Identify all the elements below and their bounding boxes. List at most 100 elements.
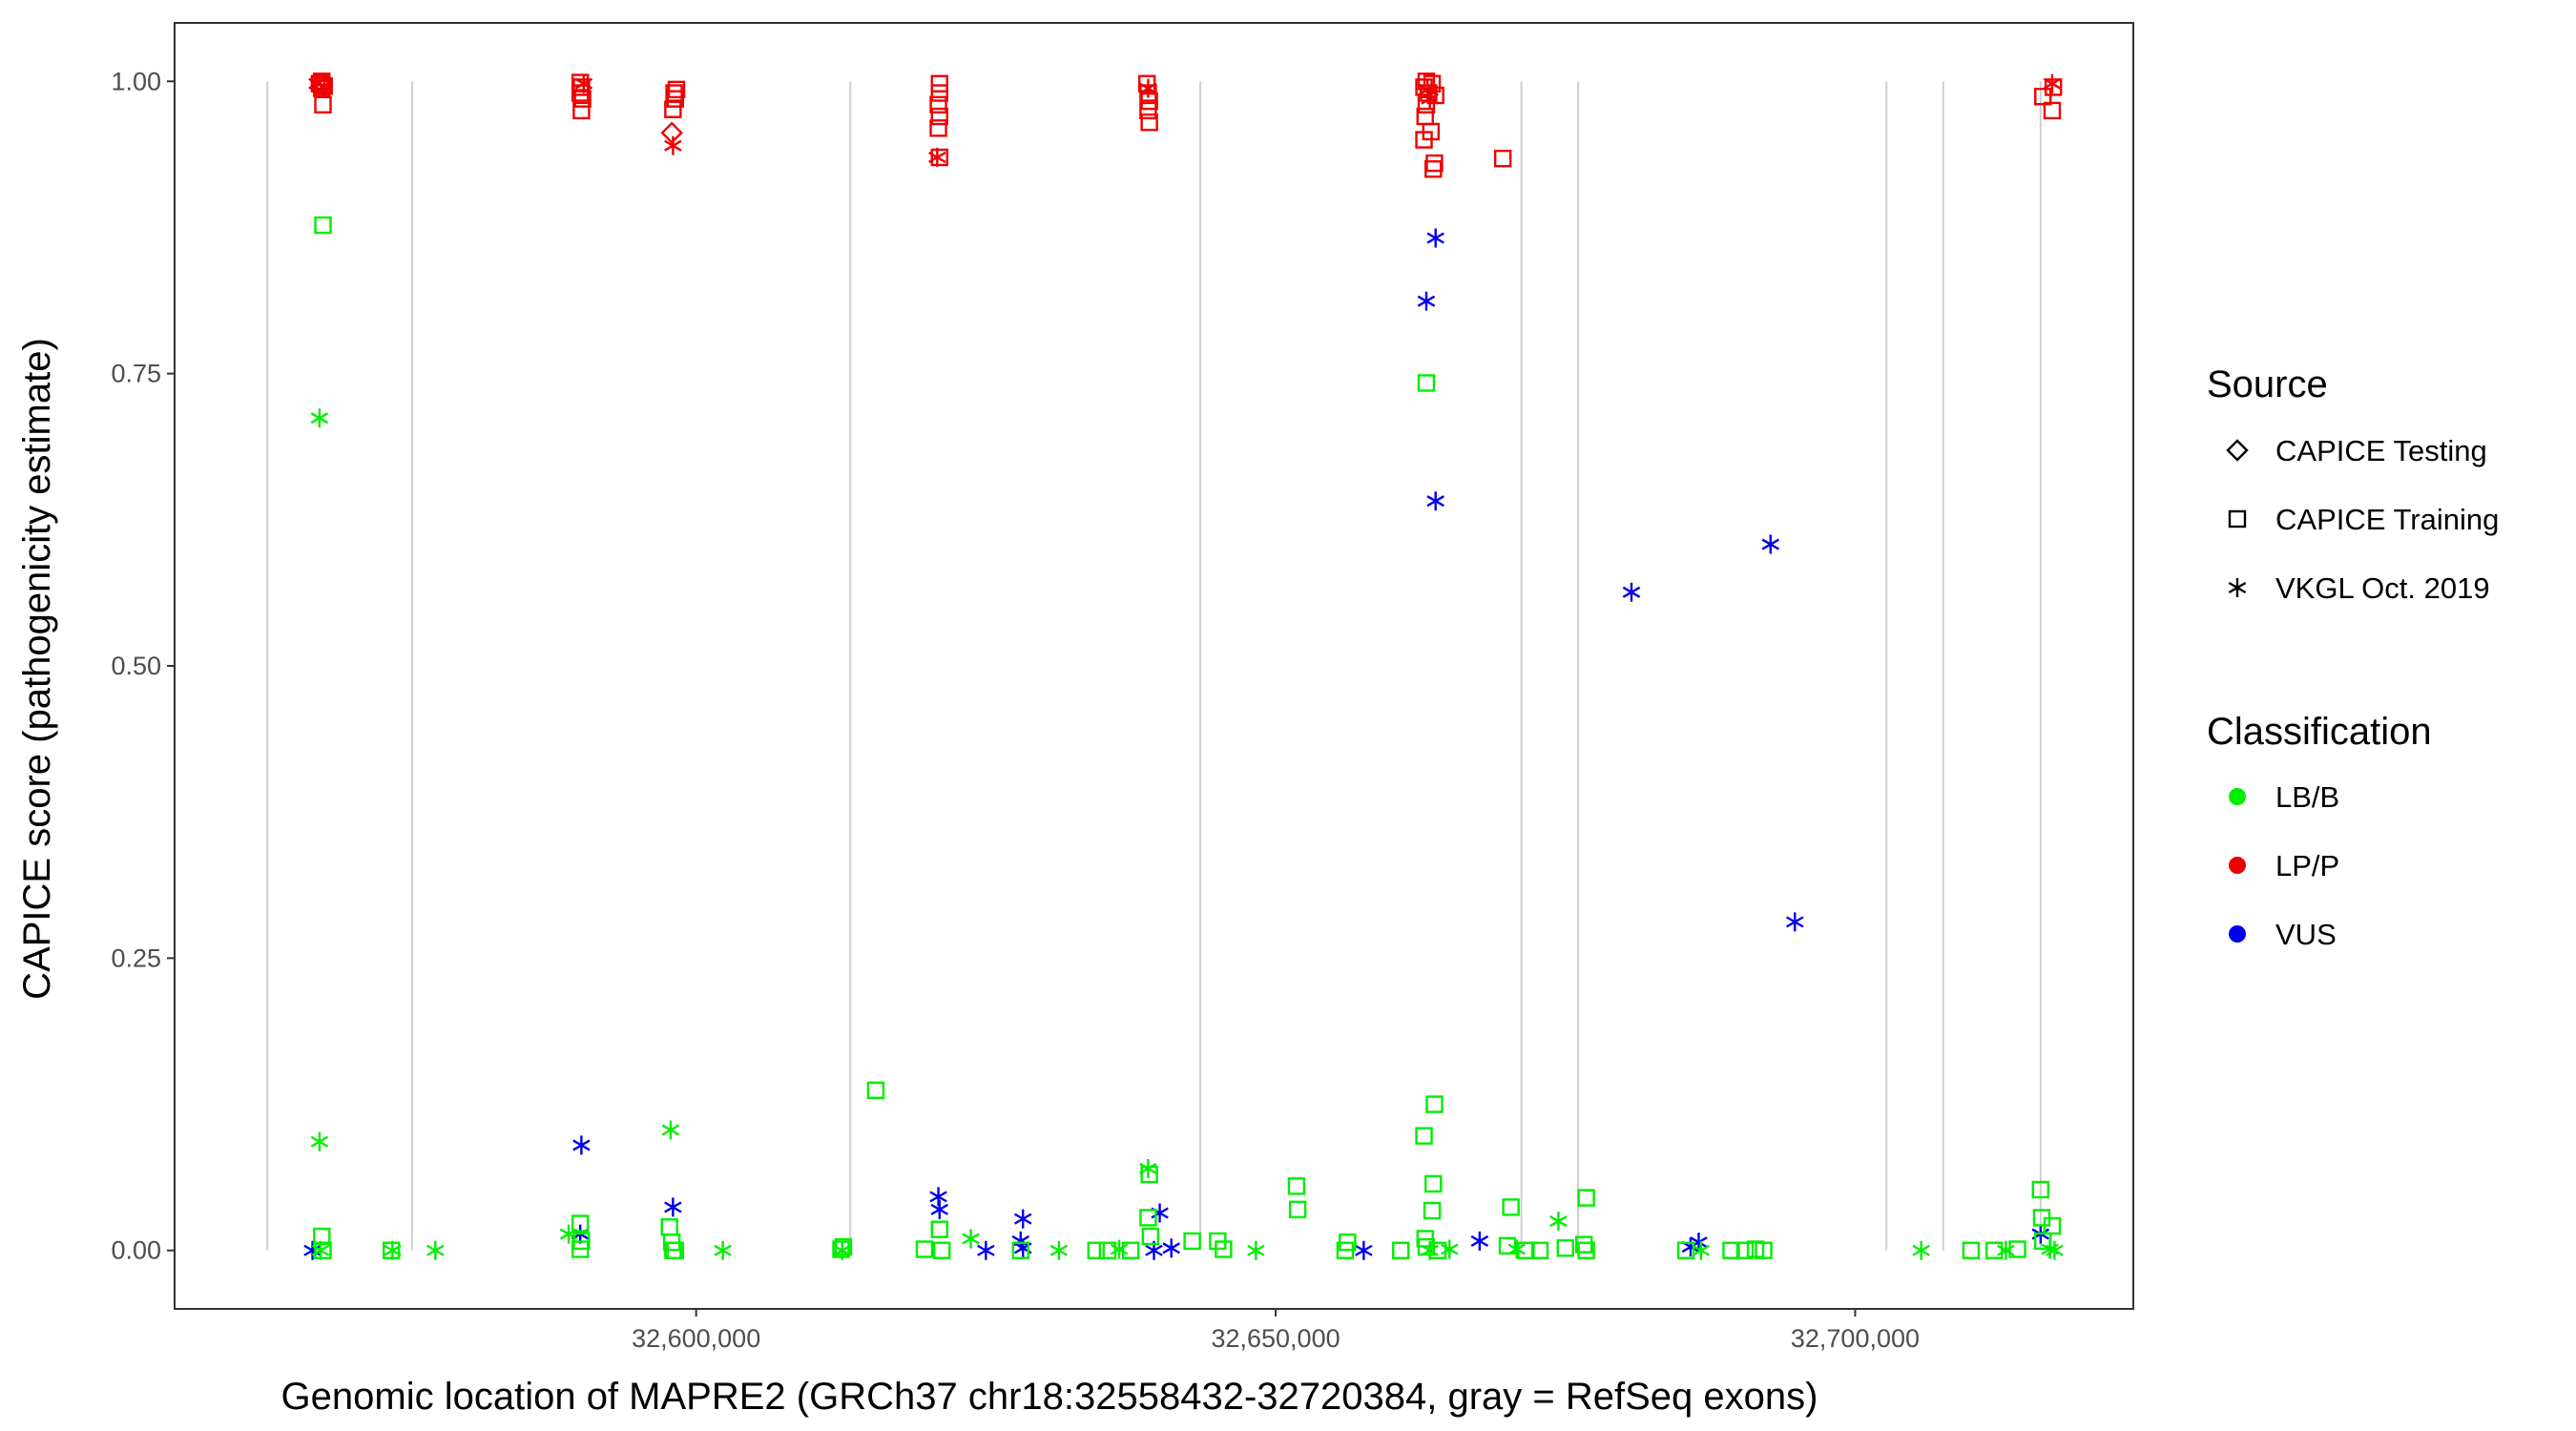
point-lb-b-square [571,1214,590,1233]
point-lb-b-asterisk [661,1120,680,1140]
y-axis-title: CAPICE score (pathogenicity estimate) [16,338,58,1000]
point-lb-b-square [1423,1201,1442,1220]
legend-key-diamond [2226,439,2249,462]
point-lb-b-square [1139,1209,1157,1227]
point-lp-p-square [664,100,682,118]
point-lp-p-square [929,119,947,137]
legend-key-asterisk [2228,578,2247,597]
point-lb-b-square [1755,1241,1773,1259]
legend-key-color [2229,925,2246,943]
point-lp-p-asterisk [928,147,946,167]
point-vus-asterisk [1013,1209,1032,1229]
legend-classification-items: LB/B LP/P VUS [2229,780,2339,951]
point-lb-b-square [571,1240,590,1258]
point-lp-p-asterisk [574,73,593,93]
legend-source-label: CAPICE Training [2275,503,2499,536]
point-lb-b-square [1530,1241,1549,1259]
point-vus-asterisk [1786,912,1804,932]
point-lb-b-asterisk [2046,1240,2064,1260]
y-axis: 0.00 0.25 0.50 0.75 1.00 [111,67,175,1265]
point-lb-b-square [1574,1235,1593,1254]
point-vus-asterisk [1426,491,1444,511]
point-lb-b-square [1183,1232,1201,1251]
legend-classification-label: LB/B [2275,780,2339,814]
point-lp-p-square [1139,101,1157,120]
point-lb-b-square [1498,1236,1517,1255]
point-lp-p-square [572,101,591,120]
legend-key-color [2229,788,2246,805]
point-lb-b-square [2043,1216,2062,1235]
point-lb-b-asterisk [1049,1240,1069,1260]
point-lb-b-square [832,1240,850,1258]
point-lb-b-square [1087,1241,1105,1259]
data-points [303,73,2064,1260]
point-lb-b-asterisk [310,1131,329,1151]
point-lb-b-square [2008,1240,2026,1258]
legend-classification-label: VUS [2275,918,2337,951]
point-lb-b-square [2031,1180,2050,1199]
legend-source-label: CAPICE Testing [2275,434,2487,467]
point-lp-p-square [1424,159,1443,178]
point-lb-b-square [1424,1174,1443,1193]
point-vus-asterisk [303,1240,322,1260]
point-vus-asterisk [1761,534,1780,554]
point-lb-b-square [1517,1241,1535,1259]
y-tick-label: 0.25 [111,944,161,972]
point-lp-p-square [930,74,948,93]
point-lb-b-square [1502,1198,1520,1216]
point-vus-asterisk [1426,228,1444,248]
point-lb-b-asterisk [311,1240,330,1260]
point-lb-b-square [932,1241,951,1259]
point-lb-b-asterisk [1507,1239,1526,1259]
point-lb-b-asterisk [962,1229,980,1249]
point-lb-b-square [866,1081,885,1100]
point-lp-p-asterisk [315,76,333,96]
point-lb-b-asterisk [1692,1240,1711,1260]
point-lb-b-asterisk [1912,1240,1930,1260]
legend-key-square [2228,509,2247,529]
point-vus-asterisk [929,1187,947,1207]
point-lb-b-square [1577,1241,1595,1259]
point-lp-p-asterisk [1418,79,1437,99]
point-lp-p-square [1425,154,1444,173]
x-tick-label: 32,600,000 [632,1324,760,1353]
point-vus-asterisk [572,1135,591,1155]
point-vus-asterisk [1470,1231,1489,1251]
point-lp-p-square [1493,149,1512,168]
point-lb-b-square [834,1237,853,1256]
x-tick-label: 32,650,000 [1211,1324,1340,1353]
legend-source-label: VKGL Oct. 2019 [2275,571,2490,605]
point-lp-p-square [2043,101,2062,120]
point-lb-b-asterisk [426,1240,445,1260]
point-lp-p-square [667,80,686,99]
point-lb-b-square [314,1241,332,1259]
point-lb-b-square [1011,1241,1029,1259]
point-vus-asterisk [930,1199,949,1219]
point-lp-p-square [573,90,592,108]
point-lb-b-square [1288,1200,1307,1219]
point-lp-p-square [1140,113,1158,132]
legend-source-items: CAPICE Testing CAPICE Training VKGL Oct. 2… [2226,434,2499,605]
point-lb-b-square [1985,1241,2004,1259]
point-lb-b-square [1425,1095,1444,1113]
y-tick-label: 1.00 [111,67,161,95]
point-lb-b-square [1577,1189,1595,1207]
point-lb-b-square [915,1240,934,1258]
point-lp-p-diamond [660,121,683,144]
point-vus-asterisk [664,1197,682,1217]
x-axis-title: Genomic location of MAPRE2 (GRCh37 chr18… [281,1376,1818,1418]
legend-classification-label: LP/P [2275,849,2339,882]
point-lb-b-square [930,1220,948,1238]
point-lb-b-square [314,216,332,235]
point-lb-b-square [1415,1127,1433,1145]
point-lp-p-asterisk [664,135,682,156]
point-lb-b-square [1392,1241,1410,1259]
point-lb-b-square [1722,1241,1740,1259]
point-vus-asterisk [1622,582,1641,602]
point-vus-asterisk [1162,1238,1180,1258]
point-lb-b-asterisk [1247,1240,1265,1260]
point-lp-p-square [666,90,684,108]
point-lp-p-square [314,95,332,114]
point-lb-b-square [1122,1241,1140,1259]
